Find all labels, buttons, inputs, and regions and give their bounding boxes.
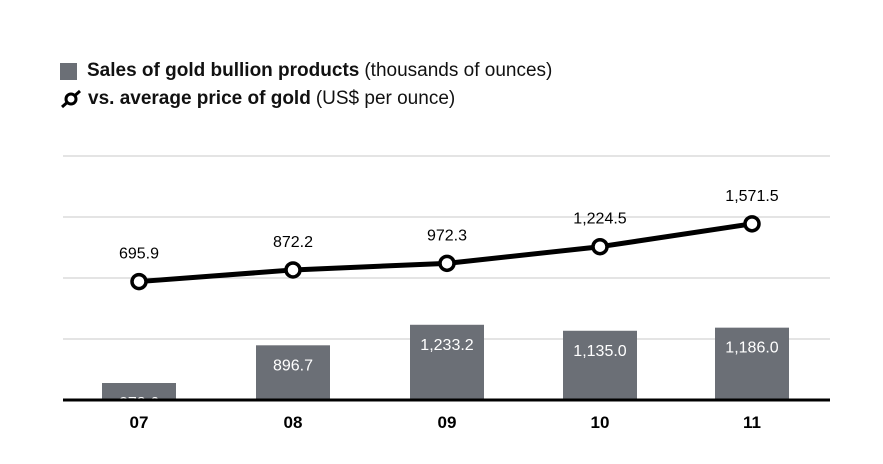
bar-value-label: 896.7 bbox=[273, 357, 313, 374]
legend-item-bars: Sales of gold bullion products (thousand… bbox=[60, 58, 552, 84]
price-value-label: 695.9 bbox=[119, 246, 159, 263]
bar-swatch-icon bbox=[60, 62, 77, 80]
x-tick-label: 10 bbox=[591, 413, 610, 432]
x-tick-label: 09 bbox=[438, 413, 457, 432]
legend-bars-label: Sales of gold bullion products bbox=[87, 60, 360, 81]
price-point bbox=[438, 254, 456, 273]
line-marker-swatch-icon bbox=[61, 89, 81, 109]
legend-line-unit: (US$ per ounce) bbox=[315, 88, 456, 109]
x-tick-label: 08 bbox=[284, 413, 303, 432]
price-value-label: 972.3 bbox=[427, 227, 467, 244]
legend-bars-unit: (thousands of ounces) bbox=[364, 60, 553, 81]
price-point bbox=[130, 272, 148, 291]
x-tick-label: 07 bbox=[130, 413, 149, 432]
price-point bbox=[284, 261, 302, 279]
price-value-label: 872.2 bbox=[273, 234, 313, 251]
price-point bbox=[743, 215, 761, 233]
legend: Sales of gold bullion products (thousand… bbox=[60, 58, 552, 112]
bar bbox=[410, 324, 484, 400]
legend-line-label: vs. average price of gold bbox=[88, 88, 311, 109]
x-tick-label: 11 bbox=[743, 413, 761, 432]
bar bbox=[102, 383, 176, 400]
bar-value-label: 1,135.0 bbox=[573, 343, 626, 360]
bar-value-label: 1,186.0 bbox=[725, 340, 778, 357]
bar bbox=[563, 330, 637, 400]
bar bbox=[256, 345, 330, 400]
bar-value-label: 278.6 bbox=[119, 395, 159, 412]
legend-item-line: vs. average price of gold (US$ per ounce… bbox=[60, 86, 552, 112]
bar-value-label: 1,233.2 bbox=[420, 337, 473, 354]
bar bbox=[715, 327, 789, 400]
price-value-label: 1,224.5 bbox=[573, 211, 626, 228]
price-value-label: 1,571.5 bbox=[725, 188, 778, 205]
price-point bbox=[591, 237, 609, 256]
